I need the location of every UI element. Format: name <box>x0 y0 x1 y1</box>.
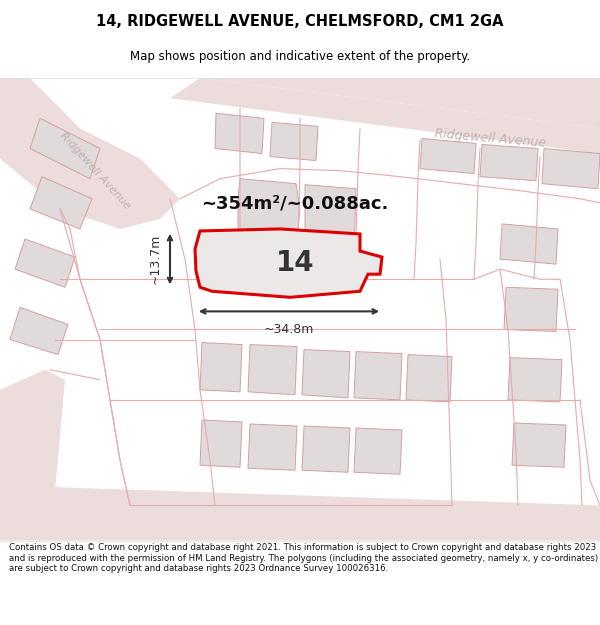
Text: ~354m²/~0.088ac.: ~354m²/~0.088ac. <box>202 195 389 212</box>
Polygon shape <box>500 224 558 264</box>
Polygon shape <box>302 349 350 398</box>
Polygon shape <box>406 354 452 402</box>
Polygon shape <box>200 342 242 392</box>
Text: Ridgewell Avenue: Ridgewell Avenue <box>434 127 546 150</box>
Polygon shape <box>200 420 242 468</box>
Polygon shape <box>0 370 65 491</box>
Polygon shape <box>30 118 100 179</box>
Polygon shape <box>248 344 297 395</box>
Polygon shape <box>504 288 558 331</box>
Text: ~34.8m: ~34.8m <box>264 324 314 336</box>
Polygon shape <box>200 78 600 128</box>
Text: 14: 14 <box>275 249 314 277</box>
Polygon shape <box>354 352 402 400</box>
Polygon shape <box>0 78 180 229</box>
Polygon shape <box>512 423 566 468</box>
Text: Ridgewell Avenue: Ridgewell Avenue <box>58 130 132 211</box>
Polygon shape <box>354 428 402 474</box>
Polygon shape <box>508 357 562 402</box>
Polygon shape <box>230 239 312 284</box>
Polygon shape <box>420 139 476 174</box>
Polygon shape <box>0 486 600 541</box>
Polygon shape <box>30 177 92 229</box>
Polygon shape <box>480 144 538 181</box>
Polygon shape <box>10 308 68 354</box>
Polygon shape <box>542 149 600 189</box>
Polygon shape <box>248 424 297 470</box>
Polygon shape <box>238 179 300 249</box>
Polygon shape <box>195 229 382 298</box>
Polygon shape <box>15 239 75 288</box>
Text: 14, RIDGEWELL AVENUE, CHELMSFORD, CM1 2GA: 14, RIDGEWELL AVENUE, CHELMSFORD, CM1 2G… <box>96 14 504 29</box>
Text: ~13.7m: ~13.7m <box>149 234 162 284</box>
Polygon shape <box>302 426 350 472</box>
Polygon shape <box>270 122 318 161</box>
Text: Map shows position and indicative extent of the property.: Map shows position and indicative extent… <box>130 50 470 62</box>
Polygon shape <box>170 78 600 154</box>
Text: Contains OS data © Crown copyright and database right 2021. This information is : Contains OS data © Crown copyright and d… <box>9 543 598 573</box>
Polygon shape <box>215 113 264 154</box>
Polygon shape <box>305 185 356 253</box>
